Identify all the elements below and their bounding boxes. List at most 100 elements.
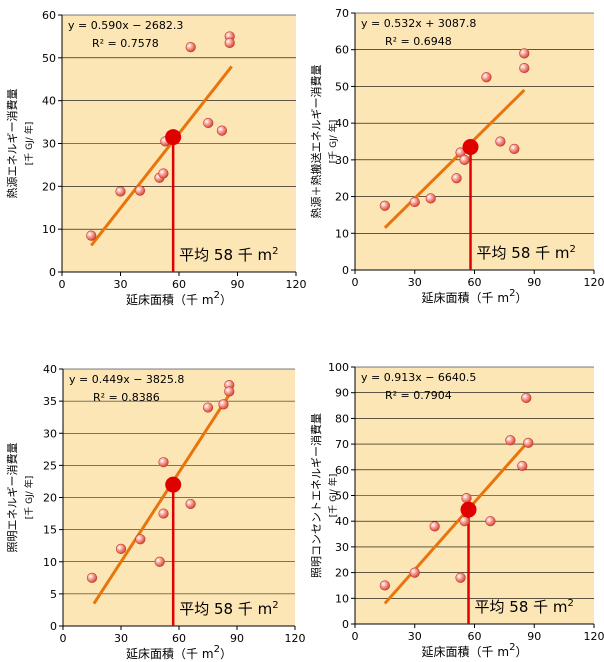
y-tick-label: 100 — [328, 361, 349, 374]
y-tick-label: 20 — [335, 191, 349, 204]
average-point — [460, 501, 477, 518]
x-tick-label: 60 — [172, 278, 186, 291]
x-tick-label: 90 — [527, 276, 541, 289]
x-tick-label: 0 — [352, 276, 359, 289]
y-tick-label: 40 — [335, 515, 349, 528]
y-tick-label: 10 — [43, 556, 57, 569]
r-squared: R² = 0.6948 — [385, 35, 452, 48]
y-tick-label: 30 — [335, 154, 349, 167]
y-axis-unit: [千 GJ/ 年] — [23, 122, 35, 165]
average-point — [165, 129, 182, 146]
y-tick-label: 70 — [335, 438, 349, 451]
y-axis-unit: [千 GJ/ 年] — [327, 474, 339, 517]
regression-equation: y = 0.590x − 2682.3 — [68, 19, 183, 32]
x-tick-label: 30 — [114, 632, 128, 645]
trend-line — [92, 393, 231, 605]
x-tick-label: 0 — [60, 632, 67, 645]
y-tick-label: 30 — [43, 427, 57, 440]
average-label: 平均 58 千 m2 — [179, 600, 278, 618]
x-tick-label: 120 — [286, 278, 307, 291]
x-tick-label: 0 — [59, 278, 66, 291]
x-tick-label: 120 — [285, 632, 306, 645]
data-point — [451, 173, 462, 184]
y-axis-unit: [千 GJ/ 年] — [327, 120, 339, 163]
data-point — [158, 457, 169, 468]
x-tick-label: 90 — [230, 632, 244, 645]
data-point — [521, 392, 532, 403]
r-squared: R² = 0.7578 — [92, 37, 159, 50]
y-tick-label: 60 — [335, 44, 349, 57]
trend-line — [383, 89, 526, 229]
data-point — [461, 492, 472, 504]
average-point — [462, 139, 479, 156]
data-point — [481, 72, 492, 83]
y-tick-label: 30 — [335, 541, 349, 554]
y-tick-label: 40 — [335, 117, 349, 130]
x-tick-label: 90 — [231, 278, 245, 291]
average-label: 平均 58 千 m2 — [475, 598, 574, 616]
y-tick-label: 0 — [50, 620, 57, 633]
y-tick-label: 50 — [335, 80, 349, 93]
data-point — [185, 498, 196, 510]
data-point — [485, 516, 496, 527]
x-tick-label: 90 — [527, 630, 541, 643]
y-tick-label: 10 — [335, 592, 349, 605]
x-tick-label: 30 — [114, 278, 128, 291]
data-point — [135, 534, 146, 545]
data-point — [86, 572, 98, 583]
data-point — [505, 435, 516, 446]
data-point — [154, 556, 165, 567]
y-tick-label: 35 — [43, 395, 57, 408]
data-point — [202, 402, 214, 413]
x-tick-label: 120 — [584, 276, 604, 289]
data-point — [379, 200, 390, 211]
y-tick-label: 20 — [42, 180, 56, 193]
y-axis-unit: [千 GJ/ 年] — [23, 476, 35, 519]
y-tick-label: 40 — [43, 363, 57, 376]
x-tick-label: 30 — [408, 276, 422, 289]
y-tick-label: 40 — [42, 95, 56, 108]
y-axis-label: 照明エネルギー消費量 — [5, 443, 19, 553]
y-axis-label: 熱源＋熱搬送エネルギー消費量 — [309, 65, 323, 219]
y-tick-label: 30 — [42, 138, 56, 151]
data-point — [158, 168, 169, 179]
data-point — [185, 42, 196, 53]
regression-equation: y = 0.449x − 3825.8 — [69, 373, 184, 386]
regression-equation: y = 0.532x + 3087.8 — [361, 17, 476, 30]
data-point — [134, 185, 146, 196]
average-point — [165, 476, 182, 493]
data-point — [379, 580, 390, 591]
data-point — [455, 572, 466, 583]
y-tick-label: 10 — [42, 223, 56, 236]
y-tick-label: 20 — [43, 492, 57, 505]
chart-3: 0 5 10 15 20 25 30 35 40 0 30 60 90 120 延床面積（千 m2） 照明エネ… — [5, 363, 306, 661]
data-point — [519, 62, 530, 74]
y-tick-label: 15 — [43, 524, 57, 537]
data-point — [425, 193, 436, 204]
x-axis-label: 延床面積（千 m2） — [126, 644, 232, 661]
y-tick-label: 80 — [335, 412, 349, 425]
x-tick-label: 60 — [468, 276, 482, 289]
data-point — [523, 437, 534, 448]
y-axis-label: 照明コンセントエネルギー消費量 — [309, 413, 323, 578]
average-label: 平均 58 千 m2 — [477, 244, 576, 262]
y-tick-label: 50 — [42, 52, 56, 65]
y-tick-label: 70 — [335, 7, 349, 20]
data-point — [409, 567, 420, 578]
data-point — [224, 37, 235, 48]
y-tick-label: 60 — [335, 464, 349, 477]
data-point — [224, 386, 235, 397]
x-axis-label: 延床面積（千 m2） — [422, 288, 528, 305]
data-point — [517, 460, 528, 472]
x-tick-label: 120 — [584, 630, 604, 643]
y-axis-label: 熱源エネルギー消費量 — [5, 89, 19, 199]
trend-line — [383, 440, 530, 605]
y-tick-label: 20 — [335, 567, 349, 580]
data-point — [409, 196, 420, 208]
y-tick-label: 60 — [42, 9, 56, 22]
x-tick-label: 30 — [408, 630, 422, 643]
data-point — [158, 508, 169, 519]
x-tick-label: 60 — [468, 630, 482, 643]
data-point — [459, 516, 470, 527]
